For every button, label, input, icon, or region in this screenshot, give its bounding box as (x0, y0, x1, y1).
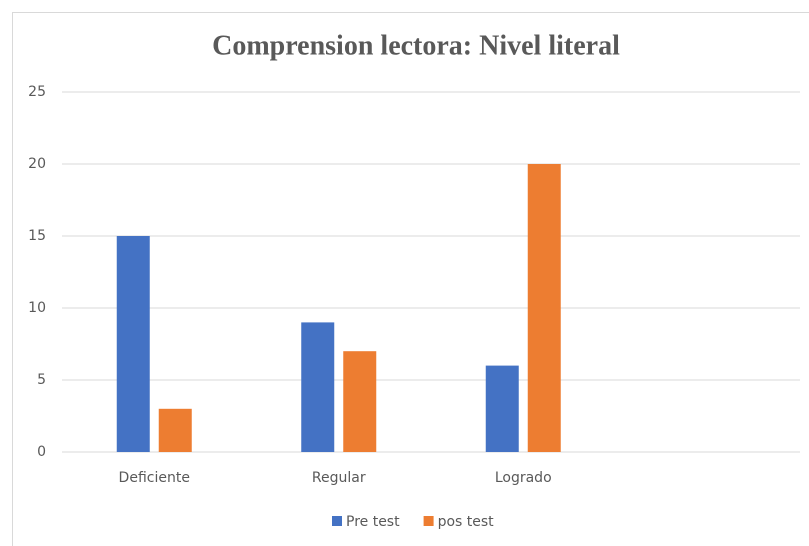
bar (485, 365, 519, 452)
x-tick-label: Logrado (495, 470, 552, 486)
y-tick-label: 25 (28, 84, 46, 100)
bar (301, 322, 335, 452)
legend-label: pos test (438, 514, 495, 530)
legend-label: Pre test (346, 514, 400, 530)
y-tick-label: 0 (37, 444, 46, 460)
y-tick-label: 10 (28, 300, 46, 316)
x-tick-label: Deficiente (119, 470, 190, 486)
bar (343, 351, 377, 452)
chart-title: Comprension lectora: Nivel literal (212, 30, 620, 61)
legend-swatch (332, 516, 342, 526)
y-tick-label: 20 (28, 156, 46, 172)
bar (158, 408, 192, 452)
y-tick-label: 5 (37, 372, 46, 388)
legend-swatch (423, 516, 434, 526)
x-tick-label: Regular (312, 470, 366, 486)
bar (527, 164, 561, 452)
bar (116, 236, 150, 452)
y-tick-label: 15 (28, 228, 46, 244)
